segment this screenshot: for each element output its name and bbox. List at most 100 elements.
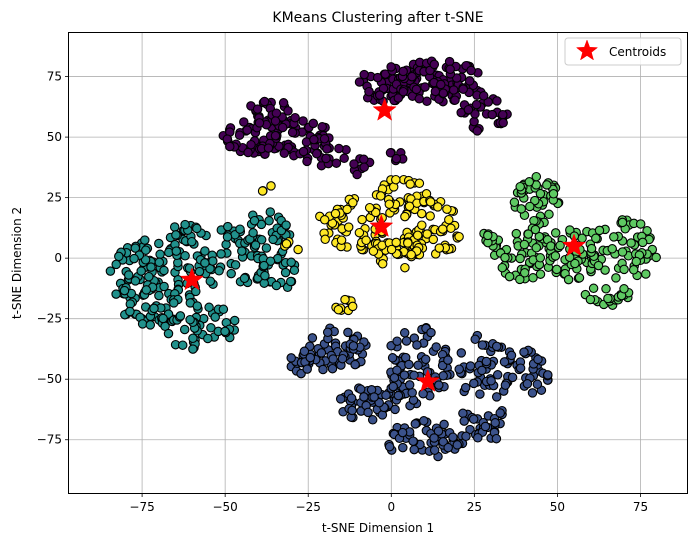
- cluster-1-point: [491, 433, 502, 444]
- cluster-2-point: [169, 222, 180, 232]
- cluster-1-point: [316, 348, 327, 358]
- cluster-3-point: [626, 238, 636, 248]
- cluster-3-point: [601, 284, 611, 294]
- cluster-0-point: [487, 109, 497, 120]
- cluster-1-point: [533, 354, 543, 365]
- cluster-0-point: [464, 76, 475, 86]
- cluster-2-point: [249, 215, 260, 226]
- cluster-2-point: [136, 266, 146, 276]
- cluster-0-point: [359, 154, 369, 165]
- cluster-2-point: [169, 298, 179, 308]
- cluster-4-point: [354, 227, 365, 238]
- cluster-0-point: [270, 130, 281, 141]
- cluster-2-point: [205, 276, 216, 286]
- cluster-2-point: [218, 304, 229, 315]
- cluster-2-point: [265, 256, 276, 266]
- cluster-0-point: [471, 99, 482, 110]
- cluster-2-point: [260, 270, 270, 281]
- cluster-1-point: [346, 393, 357, 403]
- cluster-4-point: [428, 234, 439, 245]
- cluster-1-point: [318, 364, 328, 375]
- cluster-2-point: [248, 228, 258, 238]
- cluster-1-point: [367, 415, 378, 425]
- cluster-0-point: [420, 82, 430, 92]
- cluster-1-point: [439, 419, 449, 430]
- cluster-2-point: [141, 285, 152, 295]
- cluster-1-point: [322, 327, 333, 338]
- cluster-1-point: [299, 346, 310, 357]
- cluster-3-point: [548, 189, 559, 199]
- cluster-1-point: [500, 380, 511, 390]
- cluster-2-point: [250, 240, 261, 250]
- cluster-3-point: [550, 228, 561, 238]
- cluster-1-point: [286, 353, 296, 363]
- cluster-1-point: [443, 442, 453, 453]
- cluster-0-point: [364, 86, 374, 97]
- cluster-0-point: [492, 96, 502, 106]
- cluster-0-point: [319, 134, 330, 144]
- cluster-2-point: [154, 290, 164, 301]
- cluster-2-point: [192, 301, 203, 311]
- cluster-2-point: [163, 328, 174, 339]
- cluster-1-point: [475, 389, 485, 399]
- centroid-star-3: [561, 233, 587, 257]
- cluster-1-point: [469, 378, 479, 389]
- cluster-3-point: [535, 188, 546, 199]
- cluster-1-point: [397, 427, 408, 438]
- cluster-1-point: [337, 353, 348, 364]
- cluster-1-point: [399, 328, 410, 338]
- cluster-1-point: [481, 356, 492, 367]
- cluster-4-point: [412, 230, 423, 241]
- cluster-4-point: [444, 214, 454, 225]
- cluster-2-point: [214, 266, 224, 276]
- y-tick-label: 75: [47, 70, 62, 84]
- y-tick-label: −50: [37, 372, 62, 386]
- cluster-0-point: [298, 146, 309, 157]
- cluster-3-point: [546, 241, 556, 251]
- cluster-2-point: [194, 266, 205, 277]
- cluster-1-point: [431, 342, 441, 352]
- cluster-4-point: [257, 186, 268, 196]
- cluster-1-point: [305, 352, 316, 363]
- cluster-1-point: [398, 442, 408, 453]
- cluster-2-point: [171, 230, 181, 240]
- cluster-0-point: [438, 88, 449, 98]
- cluster-0-point: [478, 91, 489, 101]
- cluster-0-point: [254, 118, 265, 128]
- cluster-2-point: [230, 260, 241, 270]
- cluster-2-point: [210, 312, 220, 322]
- cluster-2-point: [171, 246, 182, 256]
- cluster-1-point: [443, 355, 453, 365]
- cluster-4-point: [437, 224, 448, 234]
- cluster-0-point: [385, 148, 396, 158]
- cluster-3-point: [609, 232, 619, 242]
- cluster-2-point: [237, 246, 247, 256]
- cluster-0-point: [398, 66, 408, 77]
- cluster-1-point: [347, 405, 357, 416]
- cluster-4-point: [330, 208, 341, 219]
- y-axis-label: t-SNE Dimension 2: [10, 207, 24, 319]
- cluster-3-point: [529, 215, 539, 226]
- y-axis-ticks: −75 −50 −25 0 25 50 75: [37, 70, 69, 447]
- cluster-1-point: [470, 334, 480, 345]
- cluster-2-point: [192, 223, 202, 234]
- cluster-1-point: [413, 360, 423, 371]
- cluster-1-point: [420, 354, 431, 365]
- cluster-4-point: [391, 174, 401, 185]
- cluster-2-point: [200, 246, 210, 256]
- cluster-0-point: [445, 64, 455, 75]
- cluster-0-point: [359, 69, 369, 80]
- cluster-1-point: [392, 336, 402, 346]
- x-axis-ticks: −75 −50 −25 0 25 50 75: [129, 493, 648, 514]
- cluster-0-point: [391, 153, 402, 164]
- cluster-1-point: [410, 419, 421, 429]
- cluster-1-point: [480, 421, 491, 432]
- cluster-0-point: [359, 162, 369, 172]
- cluster-2-point: [177, 340, 188, 350]
- cluster-1-point: [412, 340, 422, 350]
- cluster-2-point: [154, 238, 164, 249]
- cluster-0-point: [352, 169, 362, 180]
- cluster-4-point: [400, 262, 410, 273]
- cluster-2-point: [222, 232, 233, 242]
